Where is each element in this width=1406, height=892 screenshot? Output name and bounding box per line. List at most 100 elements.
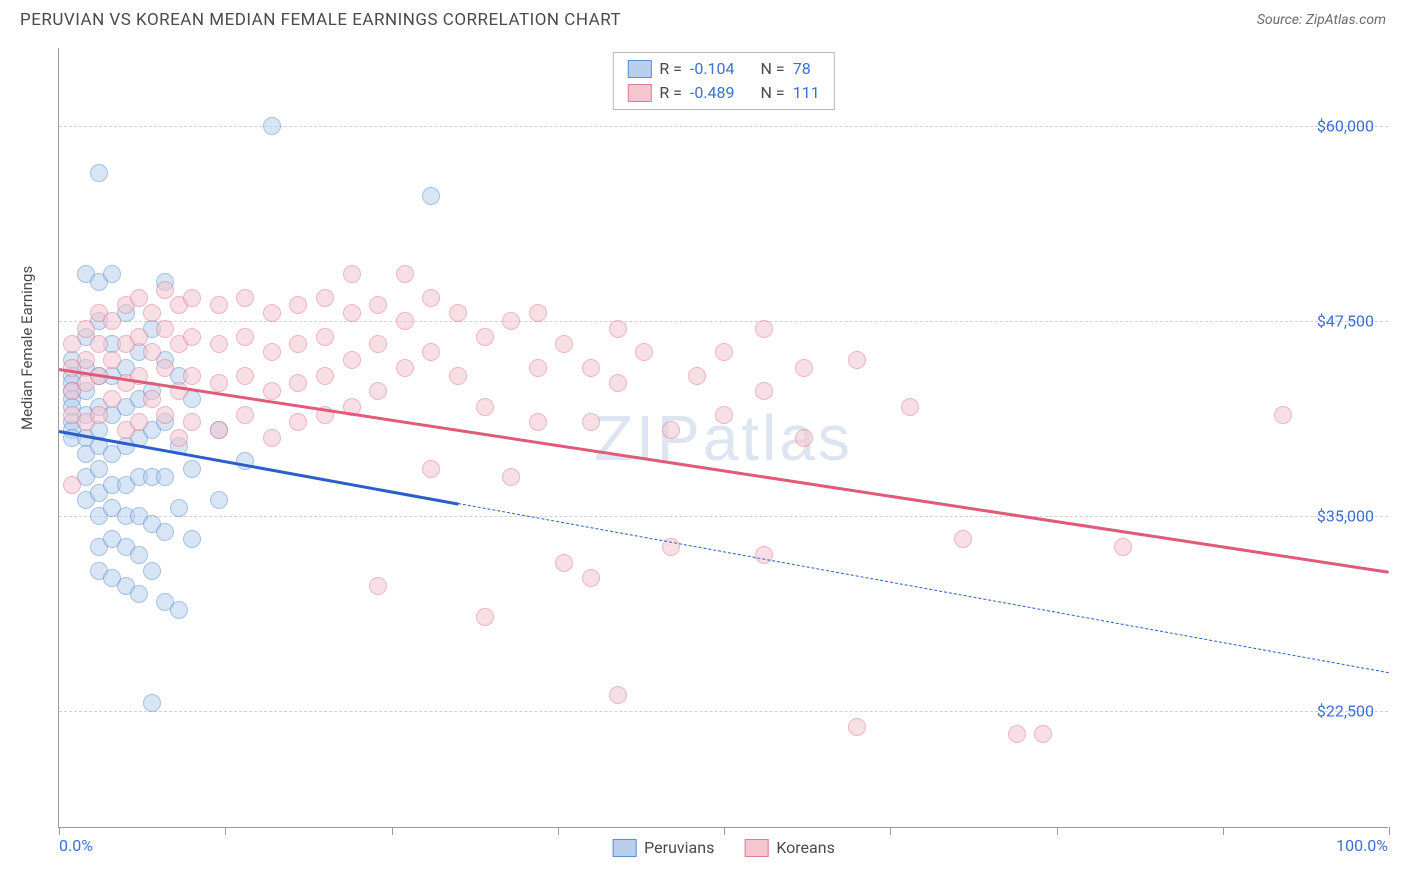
- data-point: [502, 312, 520, 330]
- data-point: [263, 429, 281, 447]
- data-point: [210, 491, 228, 509]
- data-point: [422, 460, 440, 478]
- data-point: [848, 351, 866, 369]
- data-point: [143, 390, 161, 408]
- legend-swatch: [612, 839, 636, 857]
- data-point: [609, 374, 627, 392]
- legend-swatch: [627, 84, 651, 102]
- data-point: [715, 406, 733, 424]
- data-point: [343, 265, 361, 283]
- x-tick: [1057, 827, 1058, 835]
- data-point: [449, 367, 467, 385]
- data-point: [63, 476, 81, 494]
- gridline: [59, 321, 1388, 322]
- data-point: [316, 328, 334, 346]
- data-point: [715, 343, 733, 361]
- data-point: [1008, 725, 1026, 743]
- chart-title: PERUVIAN VS KOREAN MEDIAN FEMALE EARNING…: [20, 10, 621, 30]
- series-legend-item: Koreans: [744, 838, 835, 857]
- data-point: [156, 406, 174, 424]
- chart-source: Source: ZipAtlas.com: [1257, 12, 1386, 28]
- data-point: [609, 686, 627, 704]
- data-point: [555, 335, 573, 353]
- stats-legend-row: R =-0.489N =111: [627, 81, 819, 105]
- data-point: [183, 328, 201, 346]
- data-point: [90, 164, 108, 182]
- data-point: [316, 289, 334, 307]
- r-label: R =: [659, 57, 682, 81]
- data-point: [130, 328, 148, 346]
- x-tick: [392, 827, 393, 835]
- chart-plot-area: ZIPatlas $22,500$35,000$47,500$60,0000.0…: [58, 48, 1388, 828]
- data-point: [795, 359, 813, 377]
- chart-header: PERUVIAN VS KOREAN MEDIAN FEMALE EARNING…: [0, 0, 1406, 38]
- data-point: [529, 304, 547, 322]
- y-tick-label: $60,000: [1317, 117, 1374, 136]
- data-point: [449, 304, 467, 322]
- data-point: [77, 320, 95, 338]
- data-point: [635, 343, 653, 361]
- data-point: [343, 304, 361, 322]
- data-point: [289, 413, 307, 431]
- series-label: Peruvians: [644, 838, 714, 857]
- data-point: [848, 718, 866, 736]
- data-point: [210, 374, 228, 392]
- data-point: [582, 569, 600, 587]
- data-point: [170, 601, 188, 619]
- data-point: [130, 289, 148, 307]
- r-value: -0.489: [690, 81, 735, 105]
- n-label: N =: [761, 57, 785, 81]
- data-point: [582, 413, 600, 431]
- data-point: [130, 546, 148, 564]
- data-point: [236, 367, 254, 385]
- data-point: [156, 468, 174, 486]
- data-point: [143, 304, 161, 322]
- data-point: [103, 390, 121, 408]
- data-point: [170, 499, 188, 517]
- data-point: [263, 382, 281, 400]
- data-point: [130, 413, 148, 431]
- trend-line: [59, 368, 1389, 574]
- data-point: [755, 382, 773, 400]
- r-label: R =: [659, 81, 682, 105]
- data-point: [289, 335, 307, 353]
- x-tick: [558, 827, 559, 835]
- data-point: [369, 335, 387, 353]
- data-point: [263, 117, 281, 135]
- data-point: [63, 335, 81, 353]
- data-point: [289, 374, 307, 392]
- data-point: [183, 530, 201, 548]
- data-point: [1274, 406, 1292, 424]
- data-point: [143, 343, 161, 361]
- data-point: [156, 523, 174, 541]
- y-axis-label: Median Female Earnings: [18, 266, 36, 430]
- data-point: [529, 359, 547, 377]
- data-point: [688, 367, 706, 385]
- data-point: [130, 585, 148, 603]
- stats-legend: R =-0.104N =78R =-0.489N =111: [612, 52, 834, 110]
- data-point: [555, 554, 573, 572]
- gridline: [59, 711, 1388, 712]
- trend-line: [59, 430, 459, 505]
- trend-line: [458, 503, 1389, 673]
- data-point: [422, 289, 440, 307]
- x-tick: [890, 827, 891, 835]
- data-point: [103, 312, 121, 330]
- data-point: [954, 530, 972, 548]
- gridline: [59, 126, 1388, 127]
- data-point: [901, 398, 919, 416]
- data-point: [90, 335, 108, 353]
- data-point: [422, 187, 440, 205]
- data-point: [156, 359, 174, 377]
- data-point: [103, 351, 121, 369]
- data-point: [755, 546, 773, 564]
- data-point: [183, 460, 201, 478]
- gridline: [59, 516, 1388, 517]
- legend-swatch: [744, 839, 768, 857]
- series-legend: Peruvians Koreans: [612, 838, 835, 857]
- data-point: [183, 413, 201, 431]
- data-point: [103, 265, 121, 283]
- data-point: [795, 429, 813, 447]
- data-point: [77, 351, 95, 369]
- n-value: 78: [793, 57, 811, 81]
